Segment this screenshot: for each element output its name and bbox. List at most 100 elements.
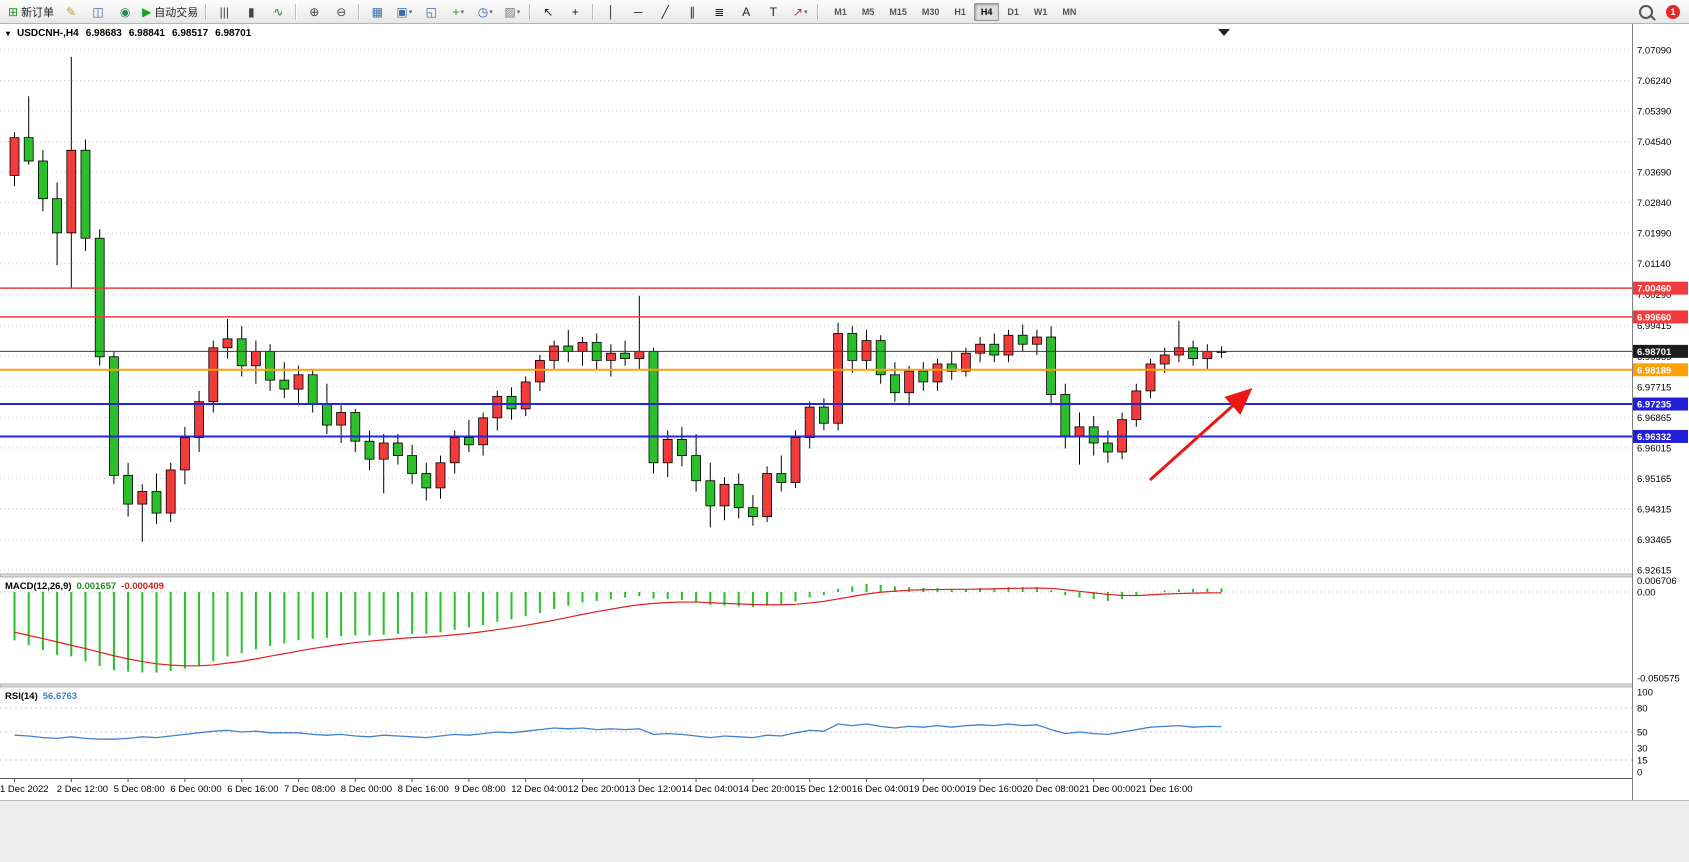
price-axis[interactable]: 7.07090 7.06240 7.05390 7.04540 7.03690 7.028… bbox=[1632, 24, 1689, 800]
new-order-button-label: 新订单 bbox=[21, 6, 55, 19]
chart-canvas[interactable]: 7.07090 7.06240 7.05390 7.04540 7.03690 7.028… bbox=[0, 24, 1689, 800]
timeframe-h1-button[interactable]: H1 bbox=[954, 6, 966, 17]
macd-panel bbox=[0, 583, 1632, 673]
cursor-icon: ↖ bbox=[543, 4, 554, 19]
templates-button[interactable]: ▨ ▾ bbox=[499, 1, 525, 23]
fibonacci-icon: ≣ bbox=[714, 4, 725, 19]
time-axis-label: 13 Dec 12:00 bbox=[625, 784, 682, 795]
rsi-axis-label: 0 bbox=[1637, 768, 1642, 779]
trendline-button[interactable]: ╱ bbox=[652, 1, 678, 23]
channel-button[interactable]: ∥ bbox=[679, 1, 705, 23]
text-button[interactable]: A bbox=[733, 1, 759, 23]
arrows-button[interactable]: ↗ ▾ bbox=[787, 1, 813, 23]
open-value: 6.98683 bbox=[85, 28, 122, 39]
fibonacci-button[interactable]: ≣ bbox=[706, 1, 732, 23]
timeframe-m5-button[interactable]: M5 bbox=[861, 6, 875, 17]
caret-down-icon: ▾ bbox=[408, 8, 413, 16]
time-axis-label: 12 Dec 20:00 bbox=[568, 784, 625, 795]
price-axis-label: 6.92615 bbox=[1637, 565, 1671, 576]
zoom-in-button[interactable]: ⊕ bbox=[301, 1, 327, 23]
arrange-windows-icon: ◱ bbox=[425, 4, 437, 19]
window-bottom-strip bbox=[0, 800, 1689, 862]
price-axis-label: 6.96015 bbox=[1637, 443, 1671, 454]
autotrading-button[interactable]: ▶ 自动交易 bbox=[139, 1, 201, 23]
notification-badge[interactable]: 1 bbox=[1666, 4, 1680, 19]
cursor-button[interactable]: ↖ bbox=[535, 1, 561, 23]
price-tag bbox=[1633, 363, 1688, 377]
rsi-name: RSI(14) bbox=[5, 691, 38, 702]
zoom-out-icon: ⊖ bbox=[336, 4, 347, 19]
periods-button[interactable]: ◷ ▾ bbox=[472, 1, 498, 23]
arrange-windows-button[interactable]: ◱ bbox=[418, 1, 444, 23]
chart-window: ▾ USDCNH-,H4 6.98683 6.98841 6.98517 6.9… bbox=[0, 24, 1689, 800]
timeframe-h4-button[interactable]: H4 bbox=[973, 2, 1000, 21]
zoom-in-icon: ⊕ bbox=[309, 4, 320, 19]
price-axis-label: 7.02840 bbox=[1637, 198, 1671, 209]
autotrading-button-label: 自动交易 bbox=[154, 6, 199, 19]
macd-indicator-label: MACD(12,26,9) 0.001657 -0.000409 bbox=[5, 581, 164, 592]
timeframe-m15-button[interactable]: M15 bbox=[889, 6, 907, 17]
toolbar-separator bbox=[592, 3, 595, 20]
caret-down-icon: ▾ bbox=[460, 8, 465, 16]
caret-down-icon: ▾ bbox=[489, 8, 493, 16]
chart-shift-marker-icon[interactable] bbox=[1218, 29, 1230, 36]
data-window-button[interactable]: ◉ bbox=[112, 1, 138, 23]
rsi-value: 56.6763 bbox=[42, 691, 78, 702]
chart-menu-icon[interactable]: ▾ bbox=[6, 29, 11, 38]
channel-icon: ∥ bbox=[689, 4, 696, 19]
new-order-button[interactable]: ⊞ 新订单 bbox=[5, 1, 57, 23]
tile-windows-button[interactable]: ▦ bbox=[364, 1, 390, 23]
horizontal-line-button[interactable]: ─ bbox=[625, 1, 651, 23]
macd-name: MACD(12,26,9) bbox=[5, 581, 72, 592]
candlestick-chart-button[interactable]: ▮ bbox=[238, 1, 264, 23]
new-chart-icon: + bbox=[452, 4, 460, 19]
time-axis-label: 8 Dec 00:00 bbox=[341, 784, 392, 795]
timeframe-m30-button[interactable]: M30 bbox=[921, 6, 940, 17]
timeframe-m1-button[interactable]: M1 bbox=[834, 6, 847, 17]
time-axis-label: 21 Dec 16:00 bbox=[1136, 784, 1193, 795]
time-axis[interactable]: 1 Dec 2022 2 Dec 12:00 5 Dec 08:00 6 Dec 00… bbox=[0, 779, 1193, 795]
vertical-line-icon: │ bbox=[607, 4, 616, 19]
trend-arrow-line[interactable] bbox=[1148, 387, 1253, 482]
cascade-windows-button[interactable]: ▣ ▾ bbox=[391, 1, 417, 23]
timeframe-d1-button[interactable]: D1 bbox=[1007, 6, 1019, 17]
timeframe-w1-button[interactable]: W1 bbox=[1033, 6, 1048, 17]
toolbar-separator bbox=[817, 3, 820, 20]
time-axis-label: 19 Dec 16:00 bbox=[966, 784, 1023, 795]
bar-chart-button[interactable]: ||| bbox=[211, 1, 237, 23]
price-axis-label: 7.06240 bbox=[1637, 76, 1671, 87]
ohlc-readout: 6.98683 6.98841 6.98517 6.98701 bbox=[86, 28, 252, 39]
time-axis-label: 19 Dec 00:00 bbox=[909, 784, 966, 795]
horizontal-lines[interactable] bbox=[0, 287, 1632, 438]
macd-axis-label: -0.050575 bbox=[1637, 674, 1680, 685]
macd-axis-label: 0.00 bbox=[1637, 588, 1656, 599]
search-icon[interactable] bbox=[1639, 4, 1653, 19]
time-axis-label: 20 Dec 08:00 bbox=[1022, 784, 1079, 795]
price-axis-label: 6.96865 bbox=[1637, 413, 1671, 424]
time-axis-label: 6 Dec 00:00 bbox=[170, 784, 221, 795]
caret-down-icon: ▾ bbox=[804, 8, 808, 16]
rsi-axis-label: 30 bbox=[1637, 744, 1648, 755]
zoom-out-button[interactable]: ⊖ bbox=[328, 1, 354, 23]
price-tag-label: 6.97235 bbox=[1637, 400, 1672, 411]
metaeditor-button[interactable]: ✎ bbox=[58, 1, 84, 23]
price-axis-label: 6.97715 bbox=[1637, 382, 1671, 393]
time-axis-label: 8 Dec 16:00 bbox=[398, 784, 449, 795]
trendline-icon: ╱ bbox=[661, 4, 669, 19]
vertical-line-button[interactable]: │ bbox=[598, 1, 624, 23]
chart-window-icon: ◫ bbox=[92, 4, 104, 19]
text-icon: A bbox=[742, 4, 751, 19]
time-axis-label: 15 Dec 12:00 bbox=[795, 784, 852, 795]
macd-axis-label: 0.006706 bbox=[1637, 576, 1677, 587]
price-axis-label: 7.01990 bbox=[1637, 229, 1671, 240]
new-chart-button[interactable]: + ▾ bbox=[445, 1, 471, 23]
timeframe-mn-button[interactable]: MN bbox=[1062, 6, 1077, 17]
trend-arrow[interactable] bbox=[1148, 387, 1253, 482]
price-tag bbox=[1633, 429, 1688, 443]
text-label-button[interactable]: T bbox=[760, 1, 786, 23]
cascade-windows-icon: ▣ bbox=[396, 4, 408, 19]
toolbar-separator bbox=[295, 3, 298, 20]
line-chart-button[interactable]: ∿ bbox=[265, 1, 291, 23]
crosshair-button[interactable]: + bbox=[562, 1, 588, 23]
chart-window-button[interactable]: ◫ bbox=[85, 1, 111, 23]
